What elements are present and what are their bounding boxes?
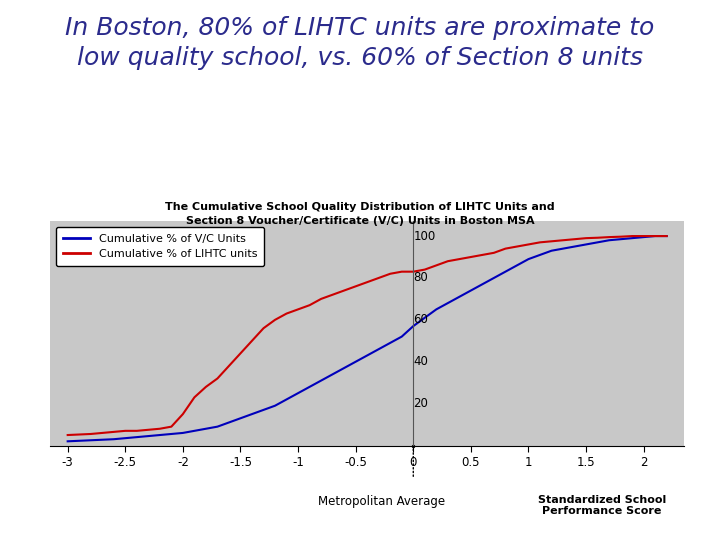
- Text: Standardized School
Performance Score: Standardized School Performance Score: [538, 495, 666, 516]
- Text: 80: 80: [413, 272, 428, 285]
- Text: 40: 40: [413, 355, 428, 368]
- Text: 100: 100: [413, 230, 436, 242]
- Text: 60: 60: [413, 313, 428, 326]
- Text: Metropolitan Average: Metropolitan Average: [318, 495, 445, 508]
- Legend: Cumulative % of V/C Units, Cumulative % of LIHTC units: Cumulative % of V/C Units, Cumulative % …: [56, 227, 264, 266]
- Text: In Boston, 80% of LIHTC units are proximate to
low quality school, vs. 60% of Se: In Boston, 80% of LIHTC units are proxim…: [66, 16, 654, 70]
- Text: 20: 20: [413, 397, 428, 410]
- Text: The Cumulative School Quality Distribution of LIHTC Units and
Section 8 Voucher/: The Cumulative School Quality Distributi…: [165, 202, 555, 226]
